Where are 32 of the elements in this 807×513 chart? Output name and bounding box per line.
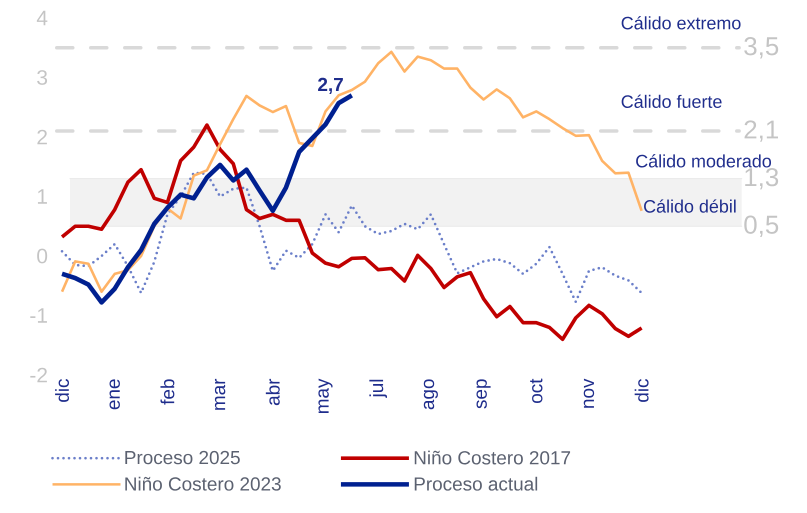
ref-line-label: 0,5 [744, 216, 778, 237]
x-tick-label: mar [214, 378, 226, 410]
ref-line-label: 2,1 [744, 120, 778, 142]
y-tick-label: 2 [37, 130, 47, 144]
annotation: Cálido débil [644, 199, 736, 213]
x-tick-label: dic [55, 379, 69, 402]
y-tick-label: 1 [38, 189, 47, 204]
x-tick-label: ago [424, 379, 438, 410]
annotation: Cálido extremo [622, 16, 741, 30]
x-tick-label: abr [266, 378, 280, 406]
annotation: Cálido fuerte [622, 94, 722, 108]
x-tick-label: feb [160, 379, 174, 405]
legend-label: Niño Costero 2017 [414, 450, 570, 464]
y-tick-label: 3 [37, 70, 48, 85]
x-tick-label: jul [369, 380, 387, 398]
legend-label: Proceso actual [414, 476, 538, 491]
annotation: Cálido moderado [636, 154, 772, 168]
legend-label: Proceso 2025 [125, 450, 240, 464]
x-tick-label: dic [634, 379, 649, 402]
y-tick-label: -2 [30, 368, 47, 382]
x-tick-label: sep [476, 379, 491, 409]
ref-line-label: 1,3 [745, 168, 778, 190]
x-tick-label: may [318, 378, 333, 414]
x-tick-label: nov [584, 378, 594, 408]
annotation: 2,7 [318, 78, 343, 94]
legend-label: Niño Costero 2023 [125, 476, 281, 491]
y-tick-label: -1 [30, 308, 47, 323]
y-tick-label: 0 [37, 248, 48, 264]
x-tick-label: ene [110, 379, 120, 410]
y-tick-label: 4 [36, 10, 48, 26]
ref-line-label: 3,5 [744, 37, 778, 58]
x-tick-label: oct [530, 378, 542, 403]
